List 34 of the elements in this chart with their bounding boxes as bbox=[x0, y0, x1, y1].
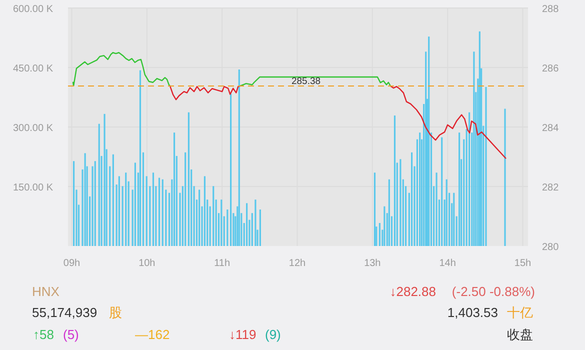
text: 股 bbox=[109, 305, 122, 320]
line-series bbox=[169, 85, 241, 100]
line-series bbox=[72, 52, 171, 87]
x-tick-label: 11h bbox=[214, 258, 230, 269]
x-tick-label: 12h bbox=[288, 258, 306, 269]
text: 收盘 bbox=[507, 327, 533, 342]
y-tick-label: 450.00 K bbox=[12, 64, 54, 74]
y-tick-label: 300.00 K bbox=[12, 123, 54, 134]
text: (9) bbox=[265, 327, 281, 342]
y2-tick-label: 286 bbox=[542, 64, 560, 74]
text: 十亿 bbox=[507, 305, 533, 320]
text: 1,403.53 bbox=[447, 305, 498, 320]
y2-tick-label: 284 bbox=[542, 123, 560, 134]
text: 55,174,939 bbox=[32, 305, 98, 320]
y2-tick-label: 282 bbox=[542, 182, 560, 194]
text: HNX bbox=[32, 284, 60, 299]
y2-tick-label: 288 bbox=[542, 4, 560, 15]
text: (-2.50 -0.88%) bbox=[452, 284, 535, 299]
text: —162 bbox=[135, 327, 170, 342]
x-tick-label: 13h bbox=[364, 258, 381, 269]
x-tick-label: 15h bbox=[514, 258, 532, 269]
y-tick-label: 600.00 K bbox=[12, 4, 54, 15]
y-tick-label: 150.00 K bbox=[12, 182, 54, 194]
text: ↓282.88 bbox=[390, 284, 436, 299]
x-tick-label: 14h bbox=[439, 258, 456, 269]
text: (5) bbox=[63, 327, 79, 342]
line-series bbox=[390, 85, 506, 159]
text: ↓119 bbox=[229, 327, 256, 342]
x-tick-label: 10h bbox=[138, 258, 156, 269]
line-series bbox=[240, 76, 392, 87]
x-tick-label: 09h bbox=[63, 258, 80, 269]
text: ↑58 bbox=[33, 327, 54, 342]
ref-line-label: 285.38 bbox=[291, 76, 321, 88]
y2-tick-label: 280 bbox=[542, 242, 560, 253]
